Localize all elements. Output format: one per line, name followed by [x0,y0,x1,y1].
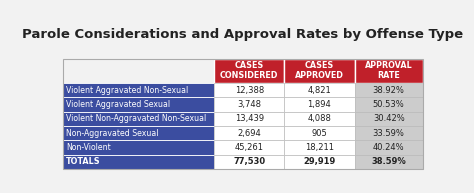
Bar [214,126,284,140]
Text: 3,748: 3,748 [237,100,261,109]
Text: Parole Considerations and Approval Rates by Offense Type: Parole Considerations and Approval Rates… [22,28,464,41]
Bar [355,140,423,155]
Bar [284,140,355,155]
Text: 38.92%: 38.92% [373,86,405,95]
Text: 45,261: 45,261 [235,143,264,152]
Bar [63,126,214,140]
Text: 40.24%: 40.24% [373,143,404,152]
Text: Violent Aggravated Non-Sexual: Violent Aggravated Non-Sexual [66,86,188,95]
Text: Violent Non-Aggravated Non-Sexual: Violent Non-Aggravated Non-Sexual [66,114,206,123]
Bar [214,155,284,169]
Bar [284,97,355,112]
Bar [63,97,214,112]
Bar [63,112,214,126]
Bar [63,59,214,83]
Bar [214,112,284,126]
Bar [355,97,423,112]
Text: CASES
APPROVED: CASES APPROVED [295,61,344,80]
Bar [284,83,355,97]
Text: 4,821: 4,821 [308,86,331,95]
Text: 77,530: 77,530 [233,157,265,166]
Text: 2,694: 2,694 [237,129,261,138]
Text: APPROVAL
RATE: APPROVAL RATE [365,61,412,80]
Text: 4,088: 4,088 [308,114,331,123]
Text: 1,894: 1,894 [308,100,331,109]
Bar [284,155,355,169]
Bar [63,155,214,169]
Text: 12,388: 12,388 [235,86,264,95]
Bar [214,140,284,155]
Bar [355,112,423,126]
Bar [355,126,423,140]
Text: 18,211: 18,211 [305,143,334,152]
Bar [284,112,355,126]
Text: Violent Aggravated Sexual: Violent Aggravated Sexual [66,100,170,109]
Text: 38.59%: 38.59% [371,157,406,166]
Bar [214,59,284,83]
Text: 29,919: 29,919 [303,157,336,166]
Bar [355,59,423,83]
Bar [214,83,284,97]
Bar [63,140,214,155]
Text: 13,439: 13,439 [235,114,264,123]
Bar [284,59,355,83]
Text: 30.42%: 30.42% [373,114,405,123]
Text: 50.53%: 50.53% [373,100,405,109]
Bar [355,155,423,169]
Bar [284,126,355,140]
Text: 33.59%: 33.59% [373,129,405,138]
Bar [355,83,423,97]
Text: CASES
CONSIDERED: CASES CONSIDERED [220,61,278,80]
Text: 905: 905 [311,129,328,138]
Bar [214,97,284,112]
Text: TOTALS: TOTALS [66,157,100,166]
Text: Non-Aggravated Sexual: Non-Aggravated Sexual [66,129,158,138]
Bar [63,59,423,169]
Bar [63,83,214,97]
Text: Non-Violent: Non-Violent [66,143,110,152]
